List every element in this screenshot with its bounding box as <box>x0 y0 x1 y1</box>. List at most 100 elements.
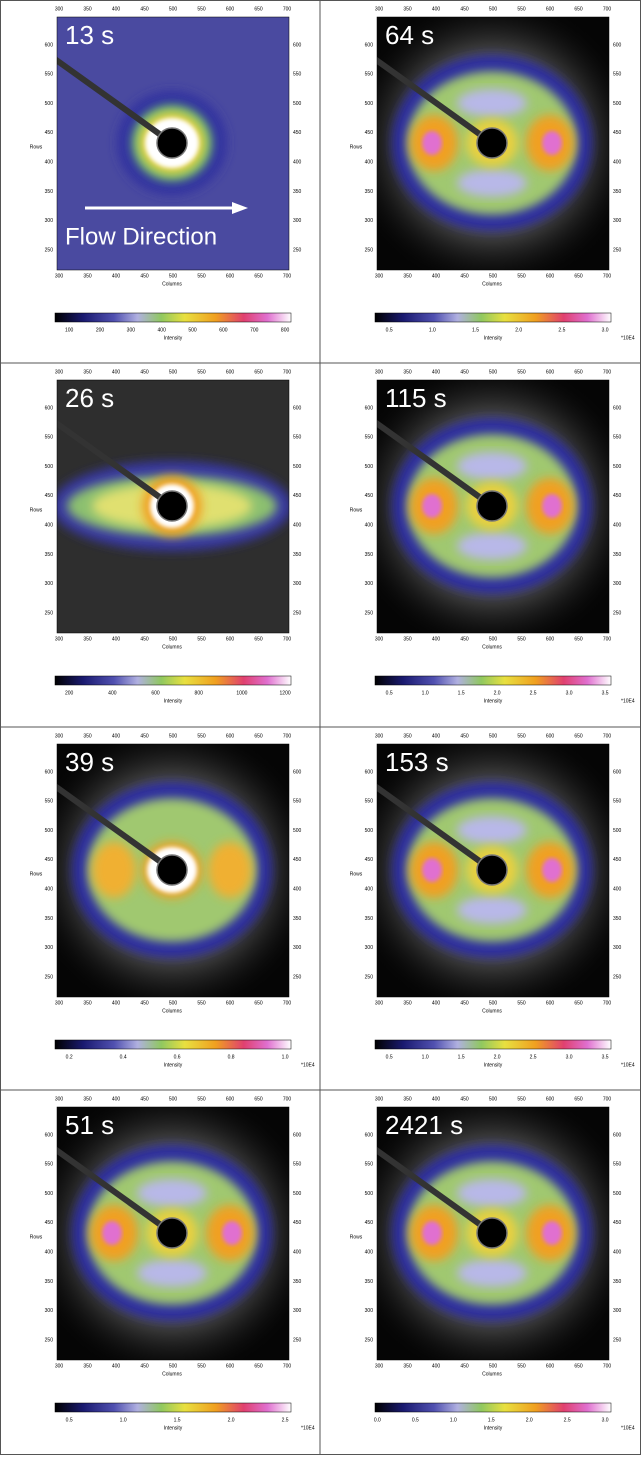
y-tick-label: 550 <box>45 72 54 78</box>
x-tick-label: 550 <box>517 6 526 12</box>
y-axis-label: Rows <box>30 144 43 150</box>
panel: 153 s 300 300 350 350 400 400 450 450 500 500 550 55… <box>350 733 635 1068</box>
y-tick-label: 550 <box>365 72 374 78</box>
beam-center <box>476 854 508 886</box>
x-tick-label: 500 <box>169 273 178 279</box>
intensity-region <box>422 1221 442 1245</box>
scatter-pattern <box>57 1107 289 1360</box>
intensity-region <box>457 532 527 560</box>
y-tick-label: 250 <box>45 974 54 980</box>
x-tick-label: 300 <box>375 1096 384 1102</box>
x-axis-label: Columns <box>482 1008 502 1014</box>
x-tick-label: 550 <box>197 636 206 642</box>
x-tick-label: 700 <box>603 1000 612 1006</box>
x-tick-label: 350 <box>83 733 92 739</box>
y-tick-label: 350 <box>45 1279 54 1285</box>
intensity-region <box>208 842 252 898</box>
y-tick-label: 600 <box>293 405 302 411</box>
y-tick-label: 250 <box>613 974 622 980</box>
y-tick-label: 300 <box>365 218 374 224</box>
x-tick-label: 300 <box>55 6 64 12</box>
x-tick-label: 550 <box>517 369 526 375</box>
beam-stop <box>57 1146 174 1236</box>
y-tick-label: 300 <box>613 581 622 587</box>
y-tick-label: 300 <box>365 581 374 587</box>
y-tick-label: 250 <box>365 247 374 253</box>
colorbar-tick-label: 400 <box>158 327 167 333</box>
time-label: 115 s <box>385 383 447 413</box>
colorbar-tick-label: 300 <box>127 327 136 333</box>
colorbar-tick-label: 800 <box>195 690 204 696</box>
image-border <box>376 379 610 634</box>
x-tick-label: 650 <box>254 1000 263 1006</box>
beam-stop <box>377 1146 494 1236</box>
colorbar-tick-label: 3.0 <box>566 1054 573 1060</box>
y-tick-label: 350 <box>45 189 54 195</box>
panel: 26 s 300 300 350 350 400 400 450 450 500 500 550 550… <box>30 369 302 704</box>
colorbar-multiplier: *10E4 <box>301 1425 315 1431</box>
colorbar-label: Intensity <box>164 698 183 704</box>
intensity-region <box>457 452 527 480</box>
x-tick-label: 600 <box>546 1000 555 1006</box>
x-tick-label: 650 <box>254 6 263 12</box>
colorbar <box>374 1402 612 1413</box>
x-tick-label: 400 <box>112 636 121 642</box>
y-tick-label: 300 <box>293 1308 302 1314</box>
image-border <box>376 16 610 271</box>
y-axis-label: Rows <box>350 1234 363 1240</box>
y-tick-label: 550 <box>293 1162 302 1168</box>
x-tick-label: 600 <box>546 636 555 642</box>
y-tick-label: 450 <box>45 1220 54 1226</box>
x-tick-label: 550 <box>197 1096 206 1102</box>
y-tick-label: 350 <box>45 552 54 558</box>
y-tick-label: 350 <box>365 1279 374 1285</box>
x-axis-label: Columns <box>162 644 182 650</box>
beam-center <box>476 490 508 522</box>
y-tick-label: 600 <box>45 1132 54 1138</box>
y-tick-label: 400 <box>613 523 622 529</box>
y-tick-label: 500 <box>365 1191 374 1197</box>
x-tick-label: 700 <box>283 273 292 279</box>
y-axis-label: Rows <box>350 144 363 150</box>
x-tick-label: 700 <box>283 6 292 12</box>
colorbar-tick-label: 700 <box>250 327 259 333</box>
colorbar-tick-label: 1000 <box>236 690 247 696</box>
y-tick-label: 250 <box>613 1337 622 1343</box>
y-tick-label: 350 <box>613 1279 622 1285</box>
y-tick-label: 250 <box>293 610 302 616</box>
colorbar <box>54 1039 292 1050</box>
intensity-region <box>542 858 562 882</box>
time-label: 39 s <box>65 747 114 777</box>
y-tick-label: 450 <box>365 857 374 863</box>
x-tick-label: 600 <box>226 1096 235 1102</box>
intensity-region <box>457 89 527 117</box>
y-tick-label: 400 <box>293 160 302 166</box>
colorbar-tick-label: 2.5 <box>530 1054 537 1060</box>
colorbar-tick-label: 1.5 <box>472 327 479 333</box>
y-tick-label: 550 <box>293 799 302 805</box>
x-tick-label: 700 <box>603 1096 612 1102</box>
x-tick-label: 450 <box>460 273 469 279</box>
x-tick-label: 350 <box>403 369 412 375</box>
beam-center <box>156 854 188 886</box>
x-tick-label: 350 <box>403 1000 412 1006</box>
x-tick-label: 400 <box>112 273 121 279</box>
x-tick-label: 500 <box>169 636 178 642</box>
colorbar-tick-label: 1.0 <box>120 1417 127 1423</box>
x-tick-label: 400 <box>432 369 441 375</box>
x-tick-label: 300 <box>375 1363 384 1369</box>
intensity-region <box>457 896 527 924</box>
y-tick-label: 450 <box>293 493 302 499</box>
colorbar-tick-label: 3.0 <box>602 327 609 333</box>
x-tick-label: 650 <box>254 1363 263 1369</box>
colorbar-tick-label: 0.4 <box>120 1054 127 1060</box>
x-tick-label: 500 <box>169 1096 178 1102</box>
colorbar-tick-label: 0.5 <box>412 1417 419 1423</box>
y-tick-label: 600 <box>45 405 54 411</box>
y-tick-label: 250 <box>613 247 622 253</box>
colorbar-tick-label: 2.5 <box>558 327 565 333</box>
x-tick-label: 500 <box>169 733 178 739</box>
colorbar-tick-label: 0.6 <box>174 1054 181 1060</box>
y-tick-label: 600 <box>613 42 622 48</box>
x-tick-label: 300 <box>55 1096 64 1102</box>
